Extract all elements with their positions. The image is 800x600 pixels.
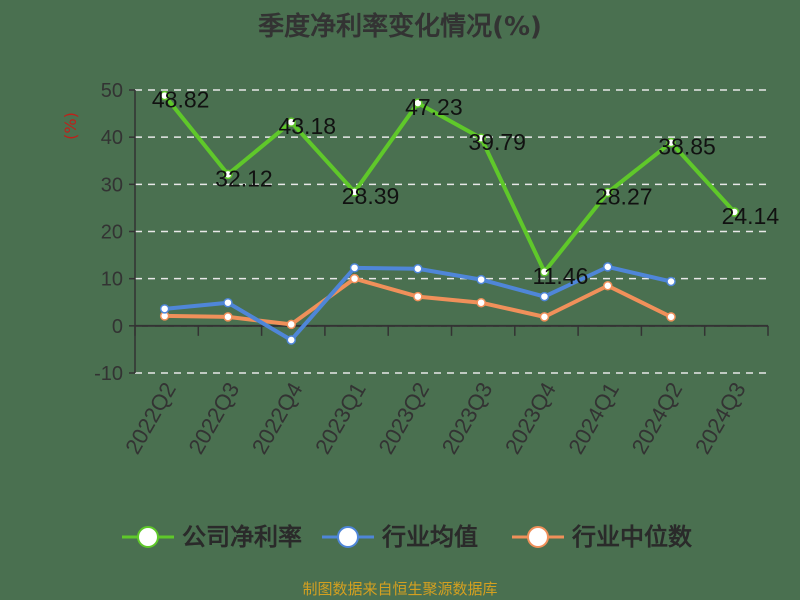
data-point <box>223 297 233 308</box>
x-tick-label: 2023Q3 <box>437 378 498 458</box>
data-point <box>223 312 233 322</box>
data-label: 39.79 <box>468 129 526 155</box>
legend-label: 行业均值 <box>381 523 478 551</box>
data-point <box>539 312 550 322</box>
data-label: 11.46 <box>533 263 589 289</box>
data-point <box>159 90 170 101</box>
y-tick-label: 50 <box>101 80 123 102</box>
data-point <box>413 291 423 302</box>
legend-marker <box>527 526 549 548</box>
y-tick-label: 30 <box>101 174 123 196</box>
data-label: 43.18 <box>278 113 336 139</box>
chart-title: 季度净利率变化情况(%) <box>258 12 542 42</box>
x-tick-label: 2022Q4 <box>247 378 308 458</box>
data-point <box>539 267 550 277</box>
data-point <box>159 304 170 314</box>
x-tick-label: 2024Q1 <box>563 378 624 458</box>
data-point <box>666 276 676 287</box>
y-tick-label: 40 <box>101 127 123 149</box>
y-tick-label: 20 <box>101 222 123 244</box>
data-point <box>539 291 550 302</box>
data-label: 24.14 <box>722 203 780 229</box>
data-point <box>349 187 360 197</box>
y-tick-label: 10 <box>101 269 123 291</box>
x-tick-label: 2022Q2 <box>120 378 181 458</box>
data-point <box>666 312 676 322</box>
y-axis-label: (%) <box>61 112 80 140</box>
x-tick-label: 2023Q2 <box>373 378 434 458</box>
data-label: 28.27 <box>595 183 653 209</box>
data-point <box>349 263 360 273</box>
data-point <box>286 117 296 127</box>
data-point <box>603 262 613 272</box>
series-line <box>163 94 736 274</box>
x-tick-label: 2022Q3 <box>183 378 244 458</box>
data-point <box>476 133 486 143</box>
y-tick-label: 0 <box>112 316 123 338</box>
data-label: 48.82 <box>152 87 210 113</box>
y-tick-label: -10 <box>94 363 123 385</box>
x-tick-label: 2024Q3 <box>690 378 751 458</box>
series-line <box>164 264 672 342</box>
data-point <box>666 137 676 148</box>
data-point <box>603 280 613 291</box>
series-line <box>164 276 672 327</box>
data-point <box>476 297 486 308</box>
data-point <box>286 335 296 345</box>
legend-label: 行业中位数 <box>571 523 693 551</box>
data-label: 28.39 <box>342 183 400 209</box>
data-point <box>413 264 423 274</box>
legend-marker <box>337 526 359 548</box>
data-point <box>349 273 360 284</box>
data-point <box>286 319 296 330</box>
data-point <box>603 187 613 198</box>
data-point <box>223 169 233 180</box>
data-point <box>413 98 423 108</box>
legend-marker <box>137 526 159 548</box>
x-tick-label: 2023Q4 <box>500 378 561 458</box>
x-tick-label: 2023Q1 <box>310 378 371 458</box>
data-label: 38.85 <box>658 134 716 160</box>
data-label: 47.23 <box>405 94 463 120</box>
source-note: 制图数据来自恒生聚源数据库 <box>302 580 498 598</box>
x-tick-label: 2024Q2 <box>627 378 688 458</box>
data-point <box>476 274 486 285</box>
data-label: 32.12 <box>215 165 273 191</box>
legend-label: 公司净利率 <box>182 523 302 551</box>
data-point <box>729 207 740 217</box>
